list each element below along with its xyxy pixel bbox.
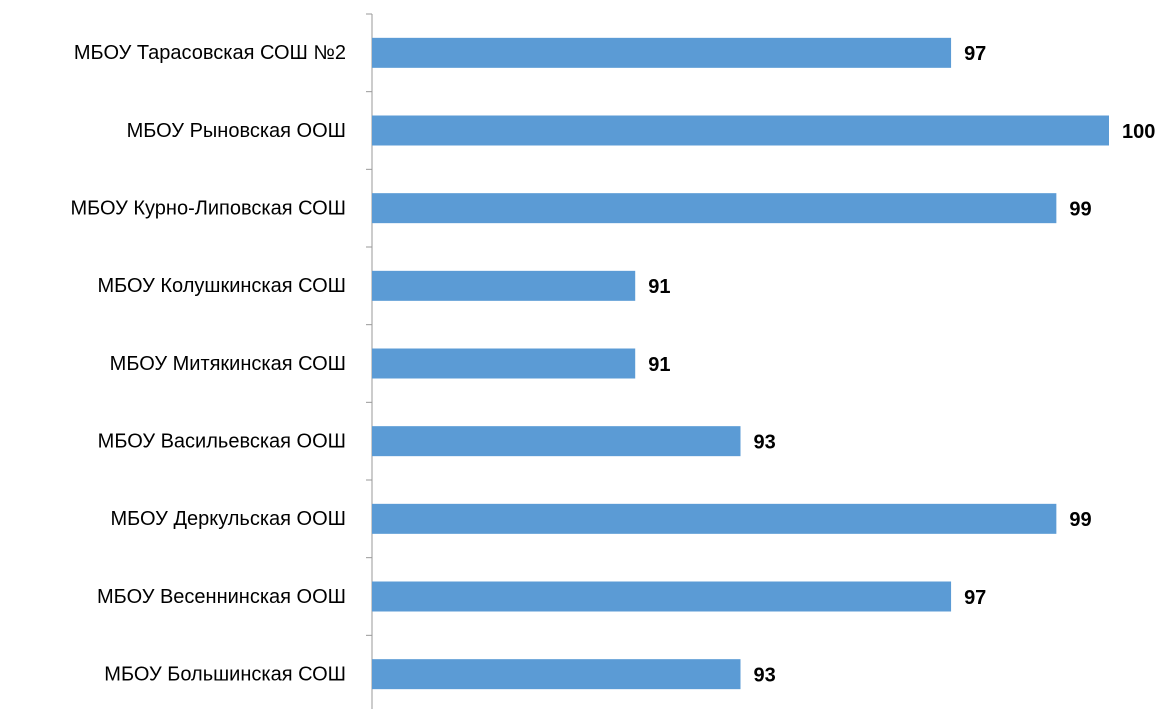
bar xyxy=(372,503,1057,534)
category-label: МБОУ Тарасовская СОШ №2 xyxy=(74,42,346,64)
category-label: МБОУ Деркульская ООШ xyxy=(111,508,347,530)
value-label: 99 xyxy=(1069,509,1091,531)
bar xyxy=(372,193,1057,224)
bar xyxy=(372,348,636,379)
category-label: МБОУ Курно-Липовская СОШ xyxy=(70,197,346,219)
category-label: МБОУ Митякинская СОШ xyxy=(110,353,346,375)
category-label: МБОУ Весеннинская ООШ xyxy=(97,586,346,608)
value-label: 97 xyxy=(964,587,986,609)
category-label: МБОУ Васильевская ООШ xyxy=(98,430,346,452)
category-label: МБОУ Колушкинская СОШ xyxy=(97,275,346,297)
bar xyxy=(372,37,952,68)
bar xyxy=(372,659,741,690)
category-label: МБОУ Большинская СОШ xyxy=(104,663,346,685)
value-label: 100 xyxy=(1122,121,1155,143)
bar xyxy=(372,426,741,457)
category-label: МБОУ Рыновская ООШ xyxy=(127,120,346,142)
value-label: 93 xyxy=(754,431,776,453)
value-label: 91 xyxy=(648,354,670,376)
value-label: 91 xyxy=(648,276,670,298)
value-label: 97 xyxy=(964,43,986,65)
value-label: 93 xyxy=(754,664,776,686)
bar xyxy=(372,270,636,301)
bar xyxy=(372,581,952,612)
value-label: 99 xyxy=(1069,198,1091,220)
bar xyxy=(372,115,1109,146)
